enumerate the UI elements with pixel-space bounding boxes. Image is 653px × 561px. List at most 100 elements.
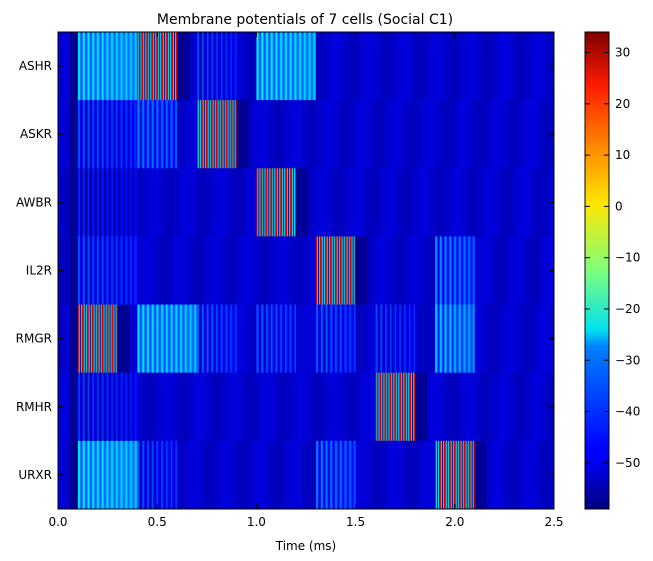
heatmap-cell bbox=[272, 168, 274, 237]
heatmap-cell bbox=[441, 168, 444, 237]
heatmap-cell bbox=[501, 100, 503, 169]
heatmap-cell bbox=[347, 236, 350, 305]
heatmap-cell bbox=[409, 304, 411, 374]
heatmap-cell bbox=[352, 168, 355, 237]
heatmap-cell bbox=[261, 100, 263, 169]
heatmap-cell bbox=[529, 236, 531, 305]
heatmap-cell bbox=[264, 236, 266, 305]
heatmap-cell bbox=[484, 304, 486, 374]
heatmap-cell bbox=[71, 168, 74, 237]
heatmap-cell bbox=[267, 236, 269, 305]
heatmap-cell bbox=[218, 100, 221, 169]
heatmap-cell bbox=[387, 168, 389, 237]
heatmap-cell bbox=[121, 372, 123, 442]
heatmap-cell bbox=[383, 440, 385, 510]
heatmap-cell bbox=[349, 304, 352, 374]
heatmap-cell bbox=[288, 304, 290, 374]
heatmap-cell bbox=[115, 168, 117, 237]
heatmap-cell bbox=[500, 168, 502, 237]
heatmap-cell bbox=[360, 236, 362, 305]
heatmap-cell bbox=[116, 304, 118, 374]
heatmap-cell bbox=[465, 304, 468, 374]
heatmap-cell bbox=[337, 100, 340, 169]
heatmap-cell bbox=[442, 32, 445, 101]
heatmap-cell bbox=[334, 236, 337, 305]
heatmap-cell bbox=[474, 100, 477, 169]
heatmap-cell bbox=[225, 372, 228, 442]
heatmap-cell bbox=[361, 304, 363, 374]
heatmap-cell bbox=[295, 168, 297, 237]
heatmap-cell bbox=[407, 304, 409, 374]
heatmap-cell bbox=[117, 168, 119, 237]
heatmap-cell bbox=[547, 32, 549, 101]
heatmap-cell bbox=[422, 168, 424, 237]
heatmap-cell bbox=[195, 372, 198, 442]
heatmap-cell bbox=[221, 304, 224, 374]
heatmap-cell bbox=[252, 304, 254, 374]
heatmap-cell bbox=[460, 440, 463, 510]
heatmap-cell bbox=[376, 304, 378, 374]
heatmap-cell bbox=[190, 236, 193, 305]
heatmap-cell bbox=[256, 372, 258, 442]
heatmap-cell bbox=[267, 100, 269, 169]
heatmap-cell bbox=[105, 236, 108, 305]
heatmap-cell bbox=[81, 168, 84, 237]
heatmap-cell bbox=[419, 168, 421, 237]
heatmap-cell bbox=[509, 304, 511, 374]
heatmap-cell bbox=[259, 440, 261, 510]
heatmap-cell bbox=[346, 168, 349, 237]
heatmap-cell bbox=[127, 440, 129, 510]
heatmap-cell bbox=[190, 304, 193, 374]
heatmap-cell bbox=[468, 304, 471, 374]
heatmap-cell bbox=[435, 168, 438, 237]
heatmap-cell bbox=[248, 440, 250, 510]
heatmap-cell bbox=[443, 372, 446, 442]
heatmap-cell bbox=[200, 304, 203, 374]
heatmap-cell bbox=[404, 168, 406, 237]
heatmap-cell bbox=[144, 236, 146, 305]
heatmap-cell bbox=[387, 100, 389, 169]
heatmap-cell bbox=[73, 168, 76, 237]
heatmap-cell bbox=[160, 236, 162, 305]
heatmap-cell bbox=[191, 168, 194, 237]
heatmap-cell bbox=[85, 440, 88, 510]
heatmap-cell bbox=[222, 304, 225, 374]
heatmap-cell bbox=[124, 440, 126, 510]
heatmap-cell bbox=[446, 168, 449, 237]
heatmap-cell bbox=[348, 440, 351, 510]
heatmap-cell bbox=[433, 100, 436, 169]
heatmap-cell bbox=[467, 32, 470, 101]
heatmap-cell bbox=[521, 168, 523, 237]
heatmap-cell bbox=[266, 236, 268, 305]
heatmap-cell bbox=[212, 304, 215, 374]
heatmap-cell bbox=[198, 304, 201, 374]
heatmap-cell bbox=[215, 100, 218, 169]
heatmap-cell bbox=[135, 32, 137, 101]
heatmap-cell bbox=[527, 372, 529, 442]
heatmap-cell bbox=[216, 32, 219, 101]
heatmap-cell bbox=[392, 236, 394, 305]
heatmap-cell bbox=[455, 236, 458, 305]
heatmap-cell bbox=[175, 372, 177, 442]
heatmap-cell bbox=[310, 440, 313, 510]
heatmap-cell bbox=[229, 372, 232, 442]
heatmap-cell bbox=[175, 32, 177, 101]
heatmap-cell bbox=[108, 168, 110, 237]
heatmap-cell bbox=[495, 236, 497, 305]
heatmap-cell bbox=[526, 236, 528, 305]
heatmap-cell bbox=[185, 236, 188, 305]
heatmap-cell bbox=[187, 236, 190, 305]
heatmap-cell bbox=[434, 168, 437, 237]
heatmap-cell bbox=[529, 32, 531, 101]
heatmap-cell bbox=[466, 372, 469, 442]
heatmap-cell bbox=[321, 304, 324, 374]
heatmap-cell bbox=[272, 304, 274, 374]
heatmap-cell bbox=[509, 372, 511, 442]
heatmap-cell bbox=[408, 372, 410, 442]
heatmap-cell bbox=[408, 168, 410, 237]
heatmap-cell bbox=[102, 236, 105, 305]
heatmap-cell bbox=[98, 304, 101, 374]
heatmap-cell bbox=[254, 304, 256, 374]
heatmap-cell bbox=[271, 236, 273, 305]
heatmap-cell bbox=[179, 440, 181, 510]
